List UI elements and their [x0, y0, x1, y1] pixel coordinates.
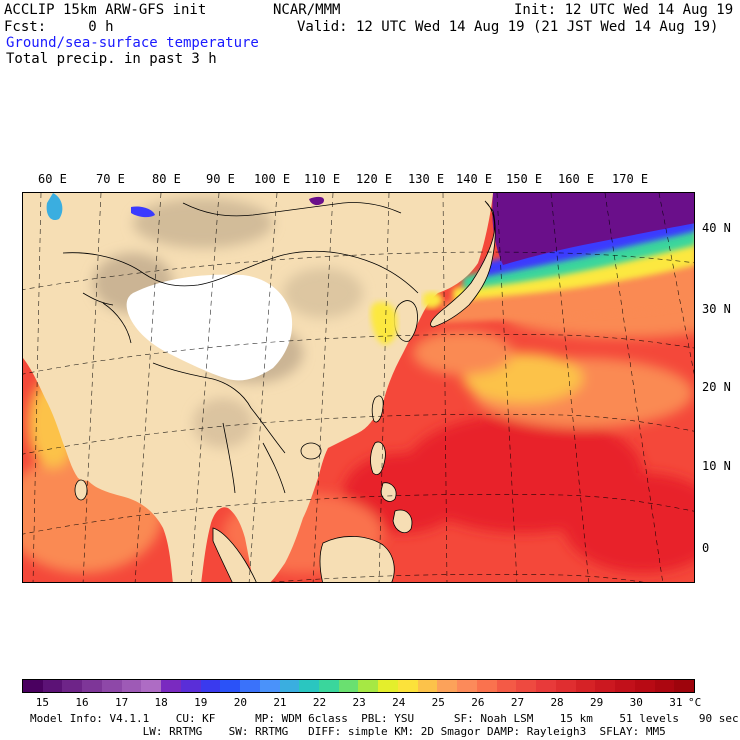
colorbar-swatch: [338, 680, 359, 692]
lon-label: 90 E: [206, 172, 235, 186]
colorbar-swatch: [101, 680, 122, 692]
lat-label: 0: [702, 541, 710, 555]
model-title: ACCLIP 15km ARW-GFS init: [4, 2, 207, 18]
lake-baikal: [309, 196, 325, 206]
model-info-line1: Model Info: V4.1.1 CU: KF MP: WDM 6class…: [30, 712, 739, 725]
colorbar-swatch: [121, 680, 142, 692]
lat-label: 10 N: [702, 459, 731, 473]
yellow-sea: [370, 301, 398, 345]
colorbar-swatch: [161, 680, 181, 692]
colorbar-label: 28: [550, 696, 564, 709]
sumatra: [212, 527, 257, 582]
colorbar-label: 18: [154, 696, 168, 709]
lon-label: 150 E: [506, 172, 543, 186]
colorbar-swatch: [200, 680, 221, 692]
lon-label: 100 E: [254, 172, 291, 186]
colorbar-label: 25: [431, 696, 445, 709]
lon-label: 140 E: [456, 172, 493, 186]
taiwan: [371, 395, 384, 423]
colorbar-swatch: [516, 680, 537, 692]
colorbar-swatch: [397, 680, 418, 692]
colorbar-label: 30: [629, 696, 643, 709]
colorbar-swatch: [595, 680, 616, 692]
tibetan-plateau: [126, 274, 293, 381]
lat-label: 40 N: [702, 221, 731, 235]
map-svg: [23, 193, 694, 582]
temperature-colorbar: [22, 679, 695, 693]
colorbar-swatch: [220, 680, 241, 692]
colorbar-swatch: [417, 680, 438, 692]
lon-label: 110 E: [304, 172, 341, 186]
colorbar-swatch: [299, 680, 320, 692]
colorbar-swatch: [259, 680, 280, 692]
lat-label: 20 N: [702, 380, 731, 394]
borneo: [319, 536, 395, 582]
colorbar-label: 23: [352, 696, 366, 709]
colorbar-label: 22: [312, 696, 327, 709]
colorbar-swatch: [674, 680, 694, 692]
colorbar-swatch: [437, 680, 458, 692]
lon-label: 60 E: [38, 172, 67, 186]
colorbar-swatch: [319, 680, 339, 692]
lon-label: 70 E: [96, 172, 125, 186]
colorbar-label: 24: [392, 696, 406, 709]
colorbar-swatch: [82, 680, 102, 692]
lon-label: 130 E: [408, 172, 445, 186]
sri-lanka: [74, 479, 88, 501]
org-label: NCAR/MMM: [273, 2, 341, 18]
field-label-temperature: Ground/sea-surface temperature: [6, 35, 259, 51]
colorbar-unit: °C: [688, 696, 702, 709]
colorbar-swatch: [23, 680, 43, 692]
colorbar-swatch: [279, 680, 300, 692]
colorbar-label: 16: [75, 696, 89, 709]
colorbar-swatch: [42, 680, 63, 692]
map-panel: [22, 192, 695, 583]
colorbar-label: 15: [35, 696, 50, 709]
colorbar-swatch: [457, 680, 477, 692]
colorbar-swatch: [654, 680, 675, 692]
colorbar-swatch: [378, 680, 398, 692]
colorbar-label: 27: [510, 696, 525, 709]
colorbar-label: 21: [273, 696, 287, 709]
hainan: [300, 442, 322, 460]
valid-time: Valid: 12 UTC Wed 14 Aug 19 (21 JST Wed …: [297, 19, 719, 35]
colorbar-swatch: [555, 680, 576, 692]
model-info-line2: LW: RRTMG SW: RRTMG DIFF: simple KM: 2D …: [30, 725, 666, 738]
colorbar-swatch: [634, 680, 655, 692]
colorbar-swatch: [476, 680, 497, 692]
lake-balkhash: [131, 206, 155, 218]
colorbar-swatch: [536, 680, 556, 692]
india-landmass: [23, 333, 148, 481]
philippines: [370, 441, 413, 534]
colorbar-label: 19: [194, 696, 208, 709]
colorbar-swatch: [141, 680, 162, 692]
lon-label: 80 E: [152, 172, 181, 186]
colorbar-label: 31: [669, 696, 683, 709]
graticule: [23, 193, 694, 582]
colorbar-label: 26: [471, 696, 485, 709]
sea-band-frigid: [492, 193, 694, 265]
colorbar-swatch: [358, 680, 379, 692]
lon-label: 160 E: [558, 172, 595, 186]
lon-label: 170 E: [612, 172, 649, 186]
colorbar-label: 29: [590, 696, 604, 709]
country-borders: [62, 202, 419, 494]
colorbar-swatch: [615, 680, 635, 692]
colorbar-swatch: [496, 680, 517, 692]
lat-label: 30 N: [702, 302, 731, 316]
colorbar-swatch: [180, 680, 201, 692]
colorbar-swatch: [240, 680, 260, 692]
lon-label: 120 E: [356, 172, 393, 186]
colorbar-label: 17: [114, 696, 129, 709]
forecast-hour: Fcst: 0 h: [4, 19, 114, 35]
colorbar-swatch: [62, 680, 83, 692]
sea-of-japan-patch: [423, 291, 443, 309]
caspian-sea: [46, 193, 63, 221]
init-time: Init: 12 UTC Wed 14 Aug 19: [514, 2, 734, 18]
field-label-precip: Total precip. in past 3 h: [6, 51, 217, 67]
japan: [430, 200, 496, 328]
colorbar-label: 20: [233, 696, 247, 709]
colorbar-swatch: [575, 680, 596, 692]
